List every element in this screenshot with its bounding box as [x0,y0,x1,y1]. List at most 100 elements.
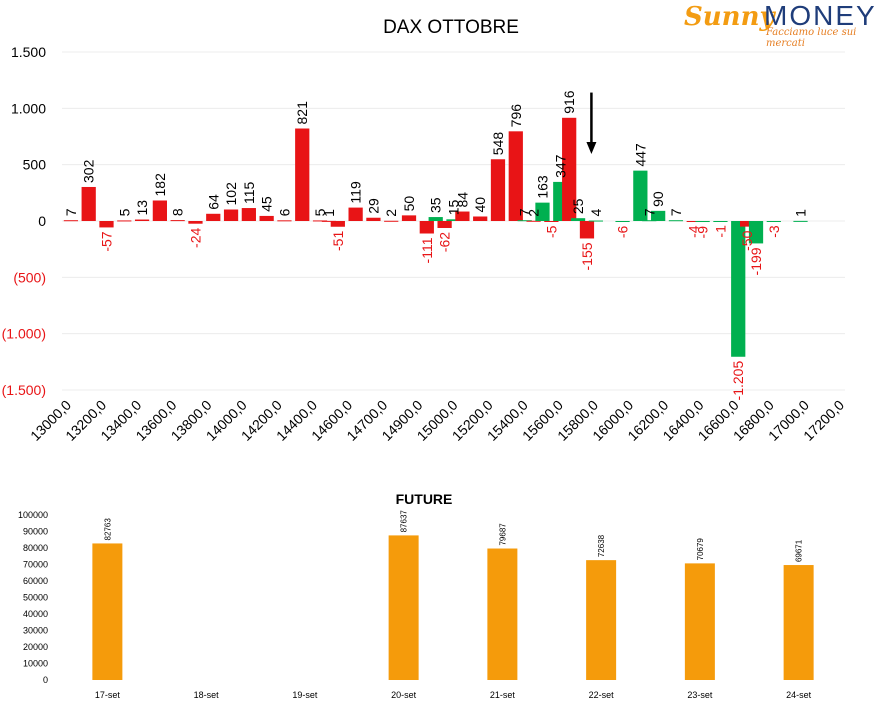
data-label: 347 [552,154,568,178]
data-label: 5 [312,208,328,216]
future-y-tick-label: 50000 [23,593,48,603]
data-label: 40 [472,197,488,213]
bar [651,210,666,221]
bar [223,209,239,221]
data-label: 7 [668,208,684,216]
data-label: 916 [561,90,577,114]
data-label: -4 [686,225,702,238]
data-label: -111 [419,237,435,263]
data-label: -3 [766,225,782,238]
data-label: 115 [241,182,257,205]
bar [330,221,345,227]
future-y-tick-label: 0 [43,675,48,685]
future-bar [487,548,518,680]
future-bar [388,535,419,680]
data-label: -9 [695,226,711,239]
data-label: -6 [615,225,631,238]
data-label: 447 [632,143,648,167]
data-label: -1.205 [730,361,746,401]
bar [384,220,399,222]
future-chart: FUTURE 0 10000 20000 30000 40000 50000 60000 70… [18,491,814,700]
data-label: 29 [365,198,381,214]
bar [508,131,523,221]
data-label: 182 [152,173,168,197]
sunny-money-logo: Sunny MONEY Facciamo luce sui mercati [676,0,882,49]
bars [63,117,808,357]
future-data-labels: 82763 87637 79687 72638 70679 69671 [103,510,803,562]
future-data-label: 70679 [696,538,705,561]
data-label: -155 [579,242,595,270]
y-axis-ticks: 1.500 1.000 500 0 (500) (1.000) (1.500) [2,44,47,398]
bar [615,221,630,222]
data-label: -51 [330,231,346,251]
bar [152,200,167,221]
data-label: 4 [588,209,604,217]
data-label: 548 [490,132,506,156]
data-label: 302 [81,159,97,183]
future-y-tick-label: 10000 [23,659,48,669]
data-label: 5 [116,208,132,216]
bar [259,215,274,221]
future-data-label: 69671 [795,539,804,562]
bar [321,220,337,222]
future-y-tick-label: 20000 [23,642,48,652]
data-label: 1 [793,209,809,217]
data-label: 7 [63,208,79,216]
bar [526,220,541,222]
future-x-tick-label: 23-set [687,690,713,700]
bar [437,221,452,228]
bar [348,207,363,221]
logo-brand-b: MONEY [764,0,877,31]
future-y-tick-label: 100000 [18,510,48,520]
y-tick-label: 1.000 [11,100,46,116]
data-label: 35 [428,197,444,213]
data-label: -1 [712,225,728,238]
logo-tagline: Facciamo luce sui mercati [766,27,857,49]
bar [766,221,781,222]
data-label: 50 [401,196,417,212]
data-label: 821 [294,101,310,125]
future-title: FUTURE [396,491,453,507]
bar [731,221,746,357]
future-bar [586,560,617,680]
bar [713,221,728,222]
data-label: -62 [437,232,453,252]
future-data-label: 72638 [597,534,606,557]
bar [695,221,710,223]
bar [579,221,595,239]
y-tick-label: (1.000) [2,326,46,342]
bar [490,159,506,221]
bar [686,221,701,222]
future-y-tick-label: 90000 [23,527,48,537]
bar [570,218,586,221]
future-y-ticks: 0 10000 20000 30000 40000 50000 60000 70000 8000… [18,510,48,685]
data-label: 1 [321,209,337,217]
bar [562,117,577,221]
bar [99,221,114,228]
data-label: 2 [383,209,399,217]
data-label: 13 [134,200,150,216]
data-label: 64 [205,194,221,210]
bar [117,220,132,222]
data-label: 6 [276,208,292,216]
bar [134,219,150,221]
future-x-tick-label: 21-set [490,690,516,700]
future-bar [783,565,814,680]
data-label: -24 [187,227,203,247]
future-x-tick-label: 20-set [391,690,417,700]
data-label: 90 [650,191,666,207]
future-y-tick-label: 70000 [23,560,48,570]
logo-brand-a: Sunny [684,2,775,32]
data-label: 163 [534,175,550,199]
future-data-label: 82763 [103,518,112,541]
data-label: 45 [259,196,275,212]
future-x-tick-label: 18-set [194,690,220,700]
bar [535,202,550,221]
bar [419,221,434,234]
future-data-label: 79687 [498,523,507,546]
y-tick-label: (500) [13,269,46,285]
data-label: 119 [348,181,364,204]
data-label: 7 [517,208,533,216]
future-y-tick-label: 30000 [23,626,48,636]
bar [81,186,96,221]
